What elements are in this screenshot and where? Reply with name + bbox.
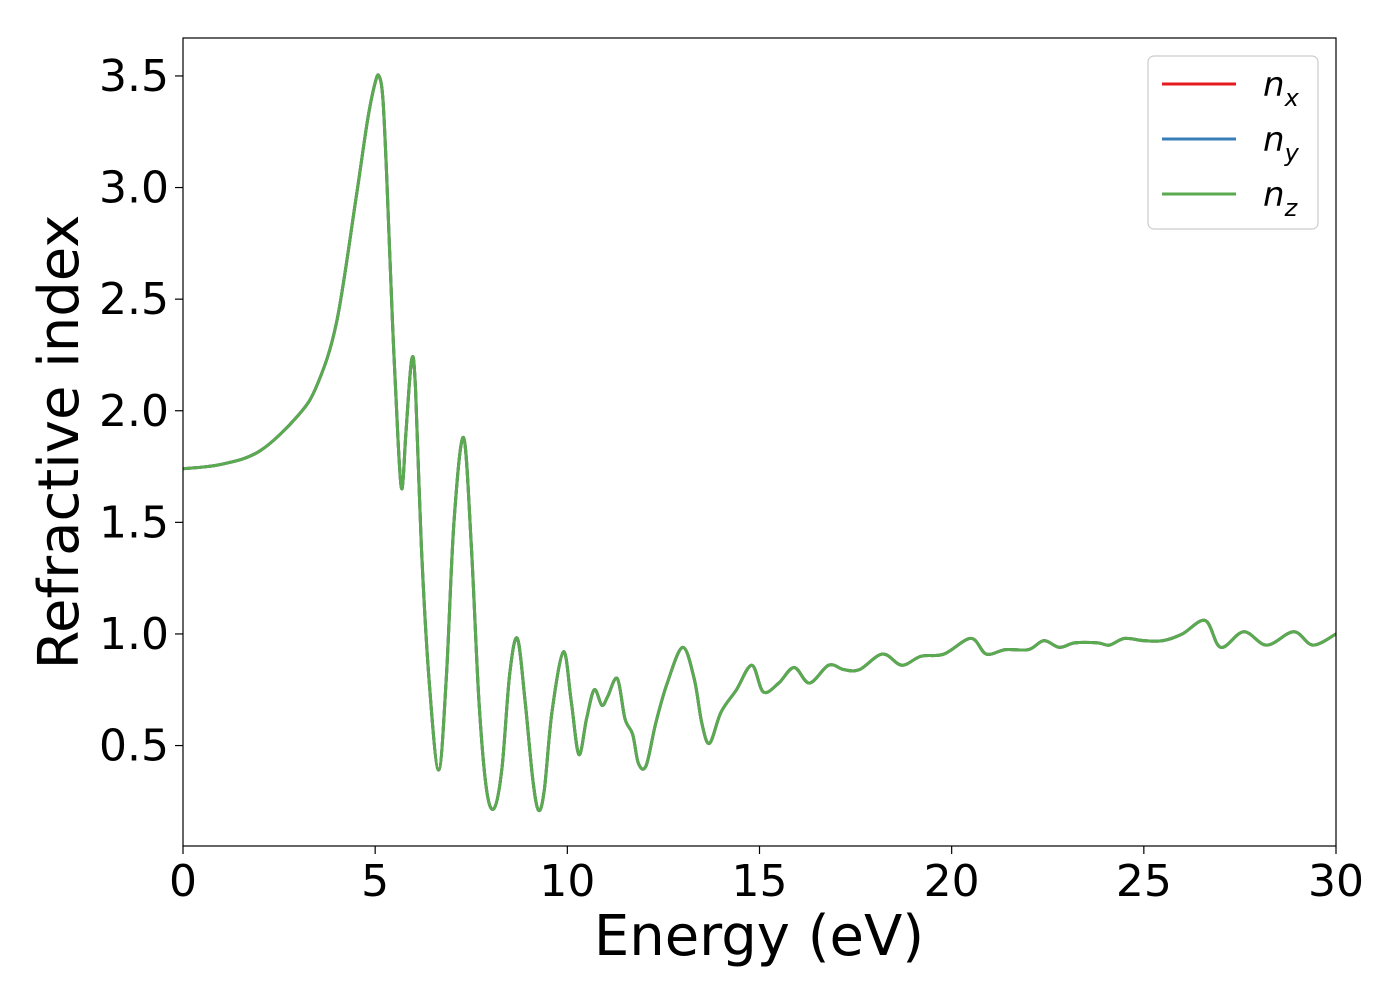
y-tick-label: 0.5 [99,721,169,772]
y-tick-label: 1.5 [99,497,169,548]
y-axis-ticks: 0.5 1.0 1.5 2.0 2.5 3.0 3.5 [99,51,183,772]
x-axis-ticks: 0 5 10 15 20 25 30 [169,846,1364,907]
series-layer [183,73,1336,813]
y-axis-label: Refractive index [27,215,92,670]
x-tick-label: 15 [732,856,788,907]
legend-label-subscript: z [1284,194,1299,222]
legend-label-ny: ny [1263,120,1300,167]
legend-label-subscript: y [1284,139,1300,167]
x-tick-label: 25 [1116,856,1172,907]
y-tick-label: 2.5 [99,274,169,325]
legend-label-nz: nz [1263,175,1299,222]
legend-box [1147,55,1319,230]
y-tick-label: 2.0 [99,386,169,437]
y-tick-label: 1.0 [99,609,169,660]
x-tick-label: 20 [924,856,980,907]
y-tick-label: 3.0 [99,163,169,214]
x-tick-label: 10 [539,856,595,907]
x-tick-label: 0 [169,856,197,907]
x-tick-label: 30 [1308,856,1364,907]
legend-label-base: n [1263,120,1285,160]
x-tick-label: 5 [361,856,389,907]
x-axis-label: Energy (eV) [594,904,924,969]
y-tick-label: 3.5 [99,51,169,102]
series-line-nz [183,73,1336,813]
legend-label-nx: nx [1263,65,1300,112]
legend-label-subscript: x [1284,84,1300,112]
legend-label-base: n [1263,175,1285,215]
legend-label-base: n [1263,65,1285,105]
